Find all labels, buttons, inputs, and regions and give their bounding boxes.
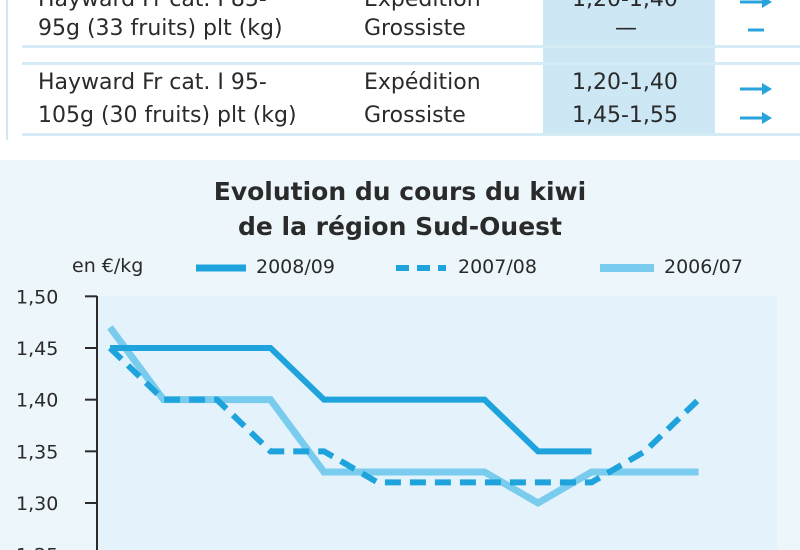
legend-label-2006-07: 2006/07 <box>664 256 743 278</box>
product-name-line-1: Hayward Fr cat. I 85- <box>38 0 267 16</box>
price-value: 1,20-1,40 <box>572 70 678 95</box>
product-name-line-1: Hayward Fr cat. I 95- <box>38 70 267 95</box>
trend-dash-icon <box>748 28 764 32</box>
y-ticks: 1,25 1,30 1,35 1,40 1,45 1,50 <box>16 286 97 550</box>
price-value: 1,20-1,40 <box>572 0 678 16</box>
trend-arrow-icon <box>740 112 772 124</box>
y-tick-label: 1,25 <box>16 545 58 550</box>
price-value: — <box>615 16 637 41</box>
price-column-band <box>543 0 715 133</box>
series-line-2006-07 <box>107 325 699 508</box>
price-value: 1,45-1,55 <box>572 103 678 128</box>
chart-title-line-1: Evolution du cours du kiwi <box>213 177 587 206</box>
table-left-border <box>6 0 8 140</box>
row-separator <box>22 62 800 65</box>
trend-arrow-icon <box>740 83 772 95</box>
product-name-line-2: 105g (30 fruits) plt (kg) <box>38 103 297 128</box>
y-tick-label: 1,50 <box>16 286 58 308</box>
series-line-2008-09 <box>110 345 592 455</box>
y-tick-label: 1,30 <box>16 493 58 515</box>
stage-label: Grossiste <box>364 103 466 128</box>
stage-label: Expédition <box>364 0 481 16</box>
row-separator <box>22 133 800 136</box>
row-separator <box>22 45 800 48</box>
product-name-line-2: 95g (33 fruits) plt (kg) <box>38 16 283 41</box>
chart-title-line-2: de la région Sud-Ouest <box>237 212 563 241</box>
y-tick-label: 1,45 <box>16 338 58 360</box>
plot-area <box>97 296 777 550</box>
series-lines <box>107 325 701 508</box>
trend-arrow-icon <box>740 0 772 8</box>
y-tick-label: 1,35 <box>16 441 58 463</box>
legend-label-2008-09: 2008/09 <box>256 256 335 278</box>
legend-label-2007-08: 2007/08 <box>458 256 537 278</box>
y-axis-unit-label: en €/kg <box>72 255 144 277</box>
stage-label: Expédition <box>364 70 481 95</box>
y-tick-label: 1,40 <box>16 390 58 412</box>
price-table: Hayward Fr cat. I 85- 95g (33 fruits) pl… <box>0 0 800 140</box>
stage-label: Grossiste <box>364 16 466 41</box>
